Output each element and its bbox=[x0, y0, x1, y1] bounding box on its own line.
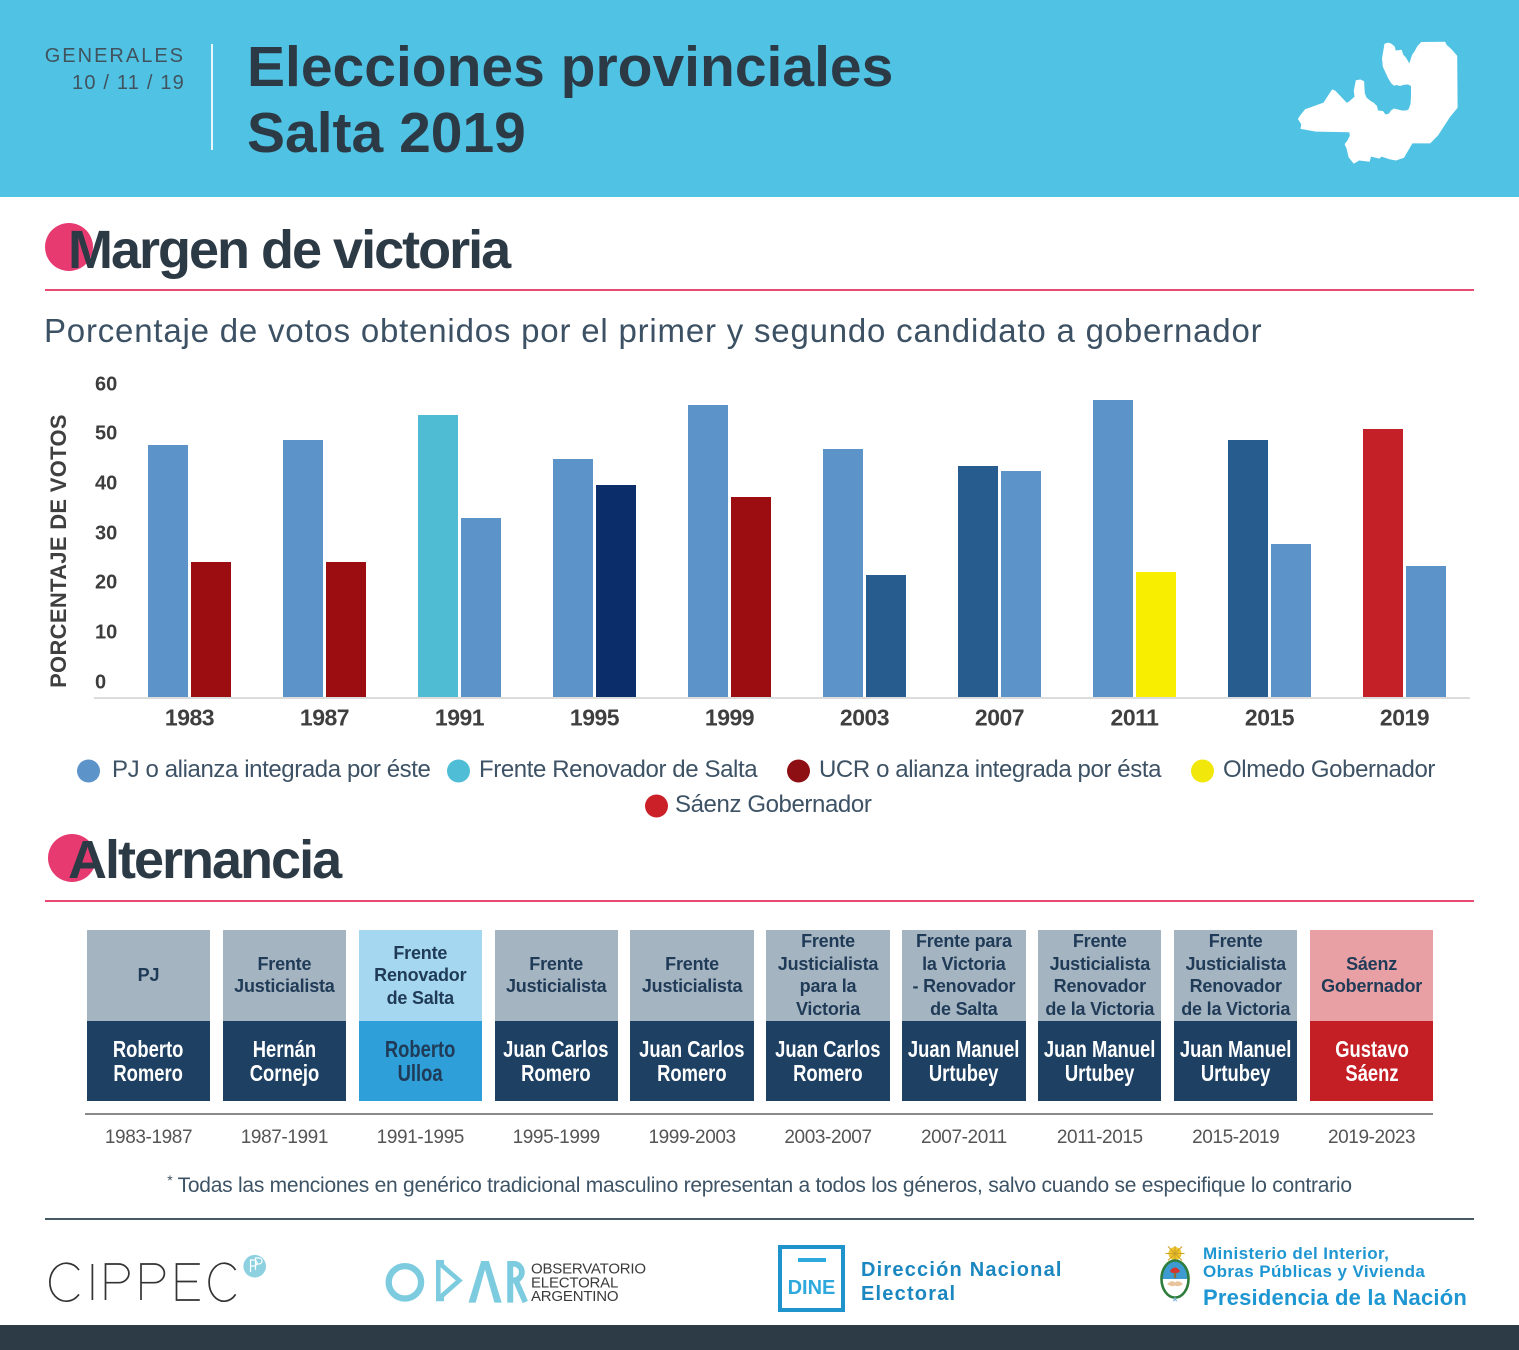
svg-text:ELECTORAL: ELECTORAL bbox=[531, 1274, 618, 1291]
svg-text:ARGENTINO: ARGENTINO bbox=[531, 1288, 618, 1305]
svg-text:OBSERVATORIO: OBSERVATORIO bbox=[531, 1260, 646, 1277]
